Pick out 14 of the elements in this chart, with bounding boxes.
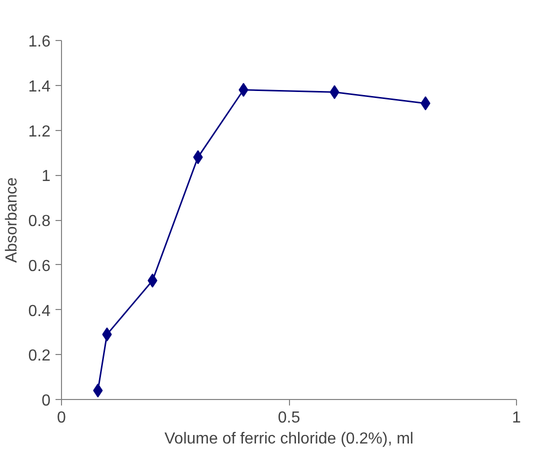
x-axis-title: Volume of ferric chloride (0.2%), ml	[164, 430, 414, 448]
y-tick-label: 1	[42, 168, 51, 186]
y-tick-label: 0.4	[28, 302, 51, 320]
x-tick-label: 0.5	[278, 410, 300, 426]
x-tick-label: 0	[57, 410, 66, 426]
y-tick-label: 1.2	[28, 123, 51, 140]
y-tick-label: 0.6	[28, 258, 51, 275]
y-tick-label: 1.4	[28, 78, 51, 96]
x-tick-label: 1	[512, 410, 522, 426]
y-axis-title: Absorbance	[3, 177, 20, 263]
y-tick-label: 0.2	[28, 348, 51, 365]
y-tick-label: 0.8	[28, 213, 51, 230]
y-tick-label: 1.6	[28, 34, 51, 50]
y-tick-label: 0	[42, 392, 51, 410]
